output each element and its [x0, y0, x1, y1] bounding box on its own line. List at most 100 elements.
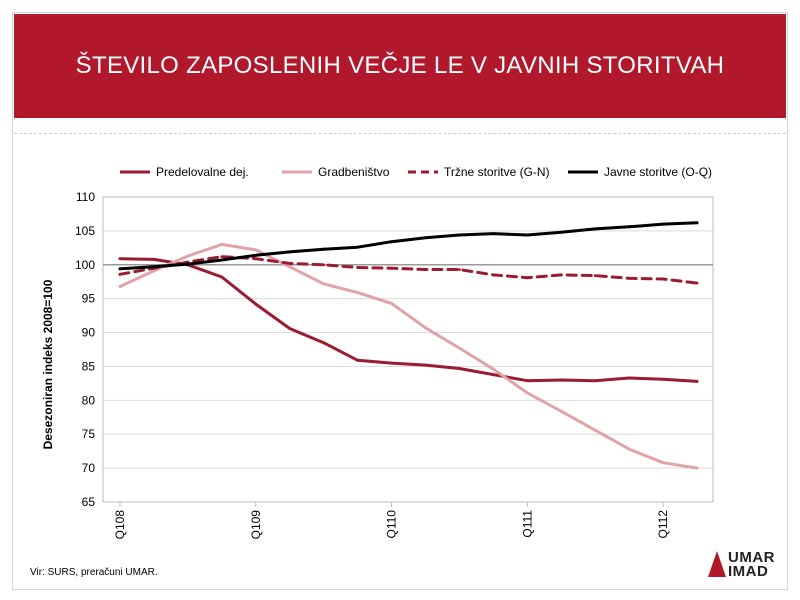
data-point [491, 373, 495, 376]
y-tick-label: 75 [82, 427, 96, 441]
data-point [118, 285, 122, 288]
data-point [390, 266, 393, 270]
data-point [661, 377, 665, 381]
series-line-1 [118, 257, 699, 383]
divider [14, 133, 786, 134]
y-tick-label: 90 [82, 326, 96, 340]
data-point [458, 268, 461, 271]
y-tick-label: 100 [75, 258, 95, 272]
data-point [424, 326, 427, 330]
data-point [559, 378, 563, 382]
y-tick-label: 85 [82, 359, 96, 373]
data-point [458, 346, 461, 350]
data-point [356, 245, 359, 249]
legend-label: Predelovalne dej. [156, 165, 249, 179]
data-point [593, 428, 597, 432]
y-tick-label: 95 [82, 292, 96, 306]
data-point [525, 233, 529, 237]
data-point [525, 379, 529, 383]
y-tick-label: 65 [82, 495, 96, 509]
x-tick-label: Q110 [385, 510, 399, 539]
data-point [288, 265, 292, 269]
data-point [661, 277, 665, 281]
data-point [356, 266, 359, 269]
data-point [424, 363, 427, 367]
data-point [424, 268, 427, 271]
source-note: Vir: SURS, preračuni UMAR. [30, 567, 158, 578]
data-point [491, 367, 495, 371]
data-point [220, 275, 224, 279]
data-point [627, 225, 631, 229]
data-point [220, 255, 224, 259]
x-tick-label: Q111 [520, 510, 534, 538]
data-point [118, 257, 122, 261]
data-point [254, 253, 258, 257]
y-tick-label: 80 [82, 393, 96, 407]
umar-logo: UMAR IMAD [708, 547, 778, 581]
data-point [593, 227, 597, 231]
data-point [458, 367, 461, 370]
y-axis-title: Desezoniran indeks 2008=100 [41, 279, 55, 449]
data-point [288, 327, 292, 330]
data-point [491, 232, 495, 236]
series-line-4 [118, 221, 699, 271]
data-point [356, 358, 359, 362]
data-point [559, 409, 563, 413]
x-tick-label: Q109 [249, 510, 263, 540]
logo-line1: UMAR [728, 549, 775, 566]
slide-title: ŠTEVILO ZAPOSLENIH VEČJE LE V JAVNIH STO… [75, 52, 725, 79]
data-point [661, 222, 665, 226]
x-tick-label: Q112 [656, 510, 670, 539]
legend-label: Javne storitve (O-Q) [604, 165, 712, 179]
data-point [695, 466, 699, 470]
data-point [118, 272, 122, 276]
y-tick-label: 105 [75, 224, 95, 238]
data-point [254, 248, 258, 252]
legend-label: Tržne storitve (G-N) [444, 165, 550, 179]
data-point [424, 236, 427, 240]
plot-area [102, 196, 714, 503]
data-point [322, 263, 326, 267]
data-point [661, 461, 665, 465]
data-point [356, 291, 359, 294]
data-point [559, 273, 563, 277]
data-point [118, 267, 122, 271]
data-point [152, 257, 156, 261]
data-point [152, 265, 156, 269]
data-point [220, 258, 224, 262]
data-point [186, 254, 190, 258]
data-point [152, 269, 156, 273]
data-point [186, 262, 190, 266]
title-band: ŠTEVILO ZAPOSLENIH VEČJE LE V JAVNIH STO… [14, 14, 786, 118]
data-point [254, 302, 258, 306]
data-point [458, 233, 461, 237]
legend-label: Gradbeništvo [318, 165, 390, 179]
data-point [593, 379, 597, 383]
data-point [695, 379, 699, 383]
data-point [288, 262, 292, 265]
data-point [695, 281, 699, 285]
data-point [322, 247, 326, 251]
data-point [390, 302, 393, 305]
data-point [390, 361, 393, 365]
data-point [220, 243, 224, 246]
data-point [525, 276, 529, 280]
x-tick-label: Q108 [113, 510, 127, 540]
series-line-3 [118, 255, 699, 285]
data-point [627, 276, 631, 280]
y-tick-label: 110 [76, 190, 95, 204]
data-point [288, 250, 292, 254]
y-tick-label: 70 [82, 461, 96, 475]
data-point [254, 257, 258, 261]
data-point [593, 274, 597, 278]
data-point [390, 240, 393, 244]
data-point [695, 221, 699, 225]
data-point [525, 391, 529, 395]
data-point [627, 447, 631, 451]
data-point [627, 376, 631, 380]
series-line-2 [118, 242, 699, 470]
data-point [491, 273, 495, 277]
data-point [322, 341, 326, 345]
logo-mark-icon [708, 551, 726, 577]
